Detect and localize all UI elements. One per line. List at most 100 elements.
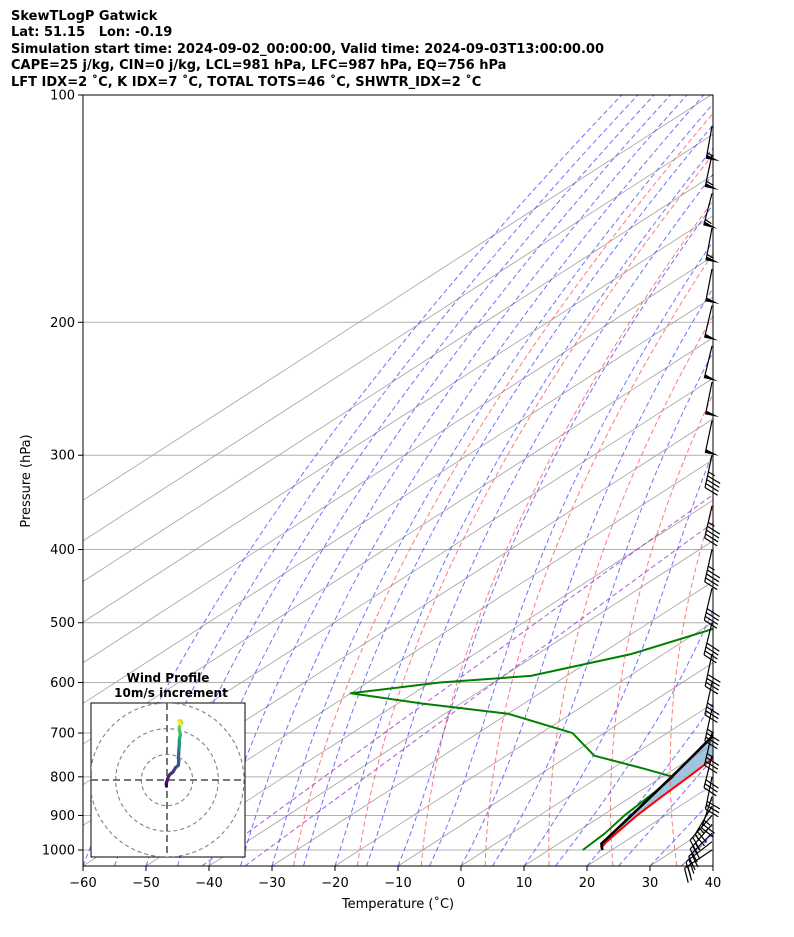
y-axis-ticks: 100 200 300 400 500 600 700 800 900 1000	[42, 89, 83, 859]
wind-barb-half-feather	[708, 471, 716, 477]
moist-adiabat	[240, 95, 704, 866]
y-tick-label: 400	[50, 543, 75, 558]
wind-barb-feather	[704, 650, 718, 660]
isotherm	[334, 621, 713, 866]
x-tick-label: 0	[457, 876, 465, 891]
dry-adiabat	[293, 112, 713, 866]
wind-barb-feather	[707, 674, 721, 683]
wind-barb-feather	[707, 475, 721, 485]
wind-barb-half-feather	[706, 180, 713, 186]
wind-barb-feather	[705, 808, 719, 818]
mixing-ratio-line	[201, 494, 713, 866]
wind-barb-feather	[703, 654, 717, 664]
dry-adiabat	[548, 314, 713, 866]
moist-adiabat	[523, 451, 713, 866]
wind-barb-feather	[704, 581, 718, 591]
hodograph-segment	[177, 720, 182, 726]
wind-barb	[704, 549, 721, 591]
wind-barb-feather	[707, 525, 721, 535]
indices-line-2: LFT IDX=2 ˚C, K IDX=7 ˚C, TOTAL TOTS=46 …	[11, 74, 482, 90]
wind-barb-staff	[704, 776, 713, 810]
wind-barb-staff	[684, 849, 713, 869]
y-tick-label: 1000	[42, 844, 75, 859]
wind-barb-pennant	[705, 183, 719, 190]
hodograph-subtitle: 10m/s increment	[114, 686, 228, 700]
isotherm	[83, 133, 713, 542]
wind-barb	[703, 732, 720, 774]
isotherm	[208, 540, 713, 866]
wind-barb	[704, 682, 720, 724]
isotherm	[397, 662, 713, 866]
wind-barb-staff	[700, 796, 713, 829]
hodograph-plot-area	[91, 703, 245, 857]
wind-barb-feather	[705, 533, 719, 543]
y-tick-label: 300	[50, 449, 75, 464]
wind-barb-pennant	[705, 449, 719, 456]
dry-adiabat	[484, 252, 713, 866]
wind-barb-feather	[705, 710, 719, 720]
moist-adiabat	[649, 798, 713, 866]
moist-adiabat	[555, 608, 713, 866]
times-line: Simulation start time: 2024-09-02_00:00:…	[11, 41, 604, 57]
y-tick-label: 500	[50, 616, 75, 631]
wind-barb	[704, 420, 719, 456]
wind-barb-half-feather	[707, 521, 715, 527]
isotherm	[83, 95, 712, 501]
x-tick-label: 20	[579, 876, 596, 891]
wind-barb-feather	[705, 736, 719, 746]
hodograph-inset	[90, 702, 246, 858]
wind-barb-staff	[704, 455, 713, 488]
wind-barb-staff	[703, 193, 713, 226]
wind-barb-feather	[704, 537, 718, 547]
wind-barb-staff	[704, 549, 713, 582]
dry-adiabat	[728, 95, 794, 866]
wind-barb-staff	[703, 345, 713, 379]
wind-barb-feather	[705, 760, 719, 770]
wind-barb-feather	[704, 615, 719, 625]
wind-barb	[703, 193, 718, 229]
wind-barb-pennant	[704, 333, 719, 341]
moist-adiabat	[460, 287, 713, 866]
moist-adiabat	[303, 124, 713, 866]
wind-barb-staff	[704, 420, 713, 454]
isotherm	[460, 702, 713, 866]
wind-barb-feather	[704, 740, 718, 750]
isotherm	[83, 255, 713, 664]
dry-adiabat	[356, 153, 713, 866]
chart-title: SkewTLogP Gatwick	[11, 9, 158, 24]
moist-adiabat	[429, 240, 713, 866]
wind-barb-feather	[707, 569, 721, 579]
wind-barb-feather	[692, 836, 701, 851]
wind-barb-feather	[685, 861, 692, 877]
wind-barb-staff	[703, 588, 713, 621]
wind-barb-staff	[703, 732, 713, 766]
wind-barb-feather	[694, 834, 705, 847]
wind-barb	[703, 345, 718, 382]
wind-barb-half-feather	[703, 819, 711, 826]
y-tick-label: 800	[50, 770, 75, 785]
moist-adiabat	[712, 865, 713, 866]
x-axis-ticks: −60 −50 −40 −30 −20 −10 0 10 20 30 40	[69, 866, 721, 891]
x-tick-label: −10	[384, 876, 411, 891]
x-tick-label: 40	[705, 876, 722, 891]
isotherm	[83, 459, 713, 866]
wind-barb-half-feather	[707, 565, 715, 571]
wind-barb	[703, 755, 719, 797]
wind-barb	[704, 154, 719, 190]
wind-barb	[704, 505, 721, 547]
isotherm	[83, 215, 713, 623]
wind-barb-staff	[703, 755, 713, 788]
wind-barb-half-feather	[706, 253, 714, 259]
wind-barb-half-feather	[706, 752, 714, 758]
x-tick-label: −30	[258, 876, 285, 891]
temperature-line	[600, 757, 713, 851]
y-tick-label: 200	[50, 316, 75, 331]
parcel-line	[600, 733, 713, 851]
x-axis-label: Temperature (˚C)	[341, 896, 454, 912]
wind-barb	[704, 381, 720, 418]
wind-barb-staff	[704, 381, 713, 415]
hodograph-ring	[91, 703, 245, 857]
wind-barb-pennant	[704, 374, 718, 382]
wind-barb-feather	[705, 611, 720, 622]
